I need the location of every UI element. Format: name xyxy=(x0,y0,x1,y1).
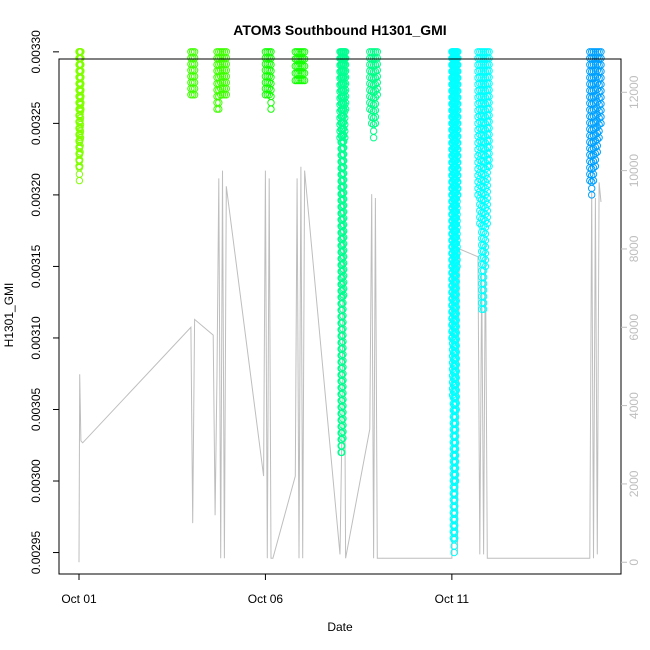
data-point xyxy=(299,69,307,78)
data-point xyxy=(295,48,303,56)
data-point xyxy=(299,76,307,85)
data-point xyxy=(478,48,486,56)
y-axis: 0.00295 0.00300 0.00305 0.00310 0.00315 0.003… xyxy=(29,30,59,574)
y2-tick-label: 10000 xyxy=(627,154,641,188)
data-point xyxy=(589,48,598,56)
data-point xyxy=(299,48,307,56)
y2-tick-label: 0 xyxy=(627,559,641,566)
chart-title: ATOM3 Southbound H1301_GMI xyxy=(233,22,446,38)
data-point xyxy=(300,76,309,85)
x-tick-label: Oct 11 xyxy=(435,592,470,606)
data-point xyxy=(75,176,84,185)
y2-tick-label: 8000 xyxy=(627,235,641,262)
y-tick-label: 0.00320 xyxy=(29,173,43,217)
x-tick-label: Oct 06 xyxy=(248,592,284,606)
data-point xyxy=(586,48,594,56)
data-point xyxy=(369,134,378,142)
data-point xyxy=(293,76,301,85)
data-point xyxy=(369,127,378,135)
data-point xyxy=(222,48,231,56)
x-tick-label: Oct 01 xyxy=(61,592,97,606)
y-tick-label: 0.00315 xyxy=(29,244,43,288)
data-point xyxy=(267,99,275,107)
y2-tick-label: 12000 xyxy=(627,75,641,109)
data-point xyxy=(300,62,309,70)
data-point xyxy=(267,105,275,113)
data-point xyxy=(77,48,85,56)
data-point xyxy=(476,48,484,56)
data-point xyxy=(481,48,490,56)
secondary-y-axis: 0 2000 4000 6000 8000 10000 12000 xyxy=(621,75,641,566)
data-point xyxy=(75,170,84,178)
data-point xyxy=(267,48,275,56)
data-points xyxy=(75,48,605,557)
y-tick-label: 0.00295 xyxy=(29,531,43,575)
data-point xyxy=(373,48,381,56)
y-tick-label: 0.00300 xyxy=(29,459,43,503)
data-point xyxy=(295,69,303,78)
data-point xyxy=(295,76,303,85)
y-tick-label: 0.00305 xyxy=(29,387,43,431)
data-point xyxy=(293,48,301,56)
x-axis-label: Date xyxy=(327,620,353,634)
data-point xyxy=(300,69,309,78)
data-point xyxy=(293,62,301,70)
x-axis: Oct 01 Oct 06 Oct 11 xyxy=(61,573,470,606)
y-tick-label: 0.00330 xyxy=(29,30,43,74)
data-point xyxy=(454,48,462,56)
data-point xyxy=(595,48,603,56)
data-point xyxy=(368,48,376,56)
y2-tick-label: 6000 xyxy=(627,314,641,341)
y2-tick-label: 4000 xyxy=(627,392,641,419)
y-tick-label: 0.00310 xyxy=(29,316,43,360)
y-tick-label: 0.00325 xyxy=(29,101,43,145)
data-point xyxy=(485,48,493,56)
y2-tick-label: 2000 xyxy=(627,470,641,497)
data-point xyxy=(293,69,301,78)
data-point xyxy=(366,48,374,56)
data-point xyxy=(295,62,303,70)
data-point xyxy=(341,48,350,56)
data-point xyxy=(300,48,309,56)
data-point xyxy=(597,48,605,56)
data-point xyxy=(299,62,307,70)
y-axis-label: H1301_GMI xyxy=(2,283,16,348)
data-point xyxy=(190,48,199,56)
data-point xyxy=(267,92,275,101)
